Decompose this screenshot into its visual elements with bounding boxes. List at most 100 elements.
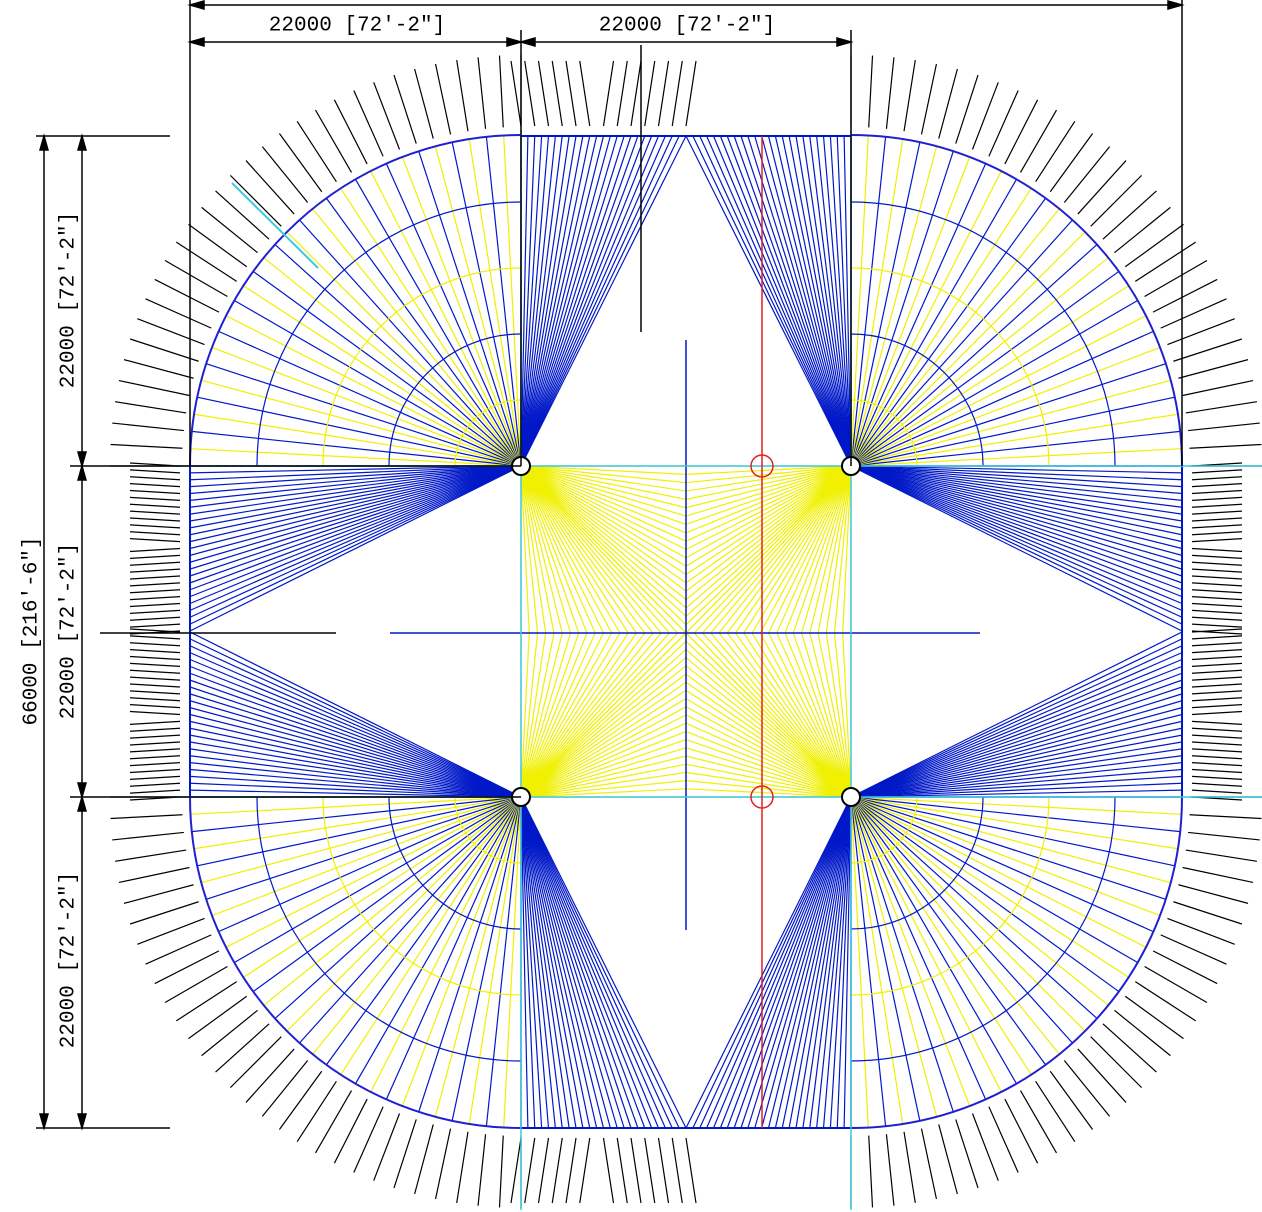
- ray: [685, 465, 852, 609]
- tick: [1178, 359, 1249, 379]
- tick: [1102, 190, 1157, 240]
- ray: [850, 231, 1086, 467]
- tick: [1191, 609, 1243, 614]
- ray: [712, 135, 852, 467]
- ray: [850, 285, 1129, 467]
- tick: [1063, 1060, 1111, 1117]
- ray: [189, 782, 522, 798]
- tick: [1191, 690, 1243, 695]
- ray: [850, 138, 904, 467]
- tick: [1189, 443, 1262, 449]
- ray: [520, 796, 584, 1129]
- ray: [685, 747, 852, 798]
- ray: [520, 135, 577, 467]
- ray: [485, 796, 522, 1127]
- tick: [616, 1137, 628, 1204]
- ray: [850, 136, 887, 467]
- ray: [189, 465, 522, 481]
- tick: [955, 74, 979, 144]
- ray: [520, 465, 596, 634]
- ray: [685, 465, 852, 517]
- ray: [193, 796, 522, 850]
- ray: [520, 796, 632, 1129]
- ray: [685, 465, 852, 475]
- ray: [520, 135, 556, 467]
- ray: [842, 465, 852, 634]
- tick: [333, 99, 368, 165]
- tick: [1114, 206, 1171, 254]
- tick: [1191, 496, 1243, 501]
- tick: [296, 120, 337, 183]
- ray: [252, 270, 522, 467]
- ray: [850, 219, 1073, 467]
- ray: [520, 632, 662, 798]
- ray: [520, 465, 662, 634]
- ring: [850, 399, 918, 467]
- ray: [189, 465, 522, 536]
- ray: [850, 188, 1032, 467]
- tick: [215, 1023, 270, 1073]
- ray: [189, 465, 522, 543]
- ray: [189, 465, 522, 591]
- ray: [685, 722, 852, 798]
- ray: [520, 135, 632, 467]
- ray: [850, 413, 1179, 467]
- tick: [616, 60, 628, 127]
- ray: [520, 796, 570, 1129]
- ray: [850, 796, 1175, 867]
- ray: [520, 632, 687, 798]
- ray: [850, 465, 1183, 605]
- ray: [189, 789, 522, 798]
- tick: [129, 561, 181, 566]
- ray: [520, 465, 687, 517]
- tick: [1185, 401, 1258, 414]
- dimensions: [36, 0, 1185, 1131]
- ray: [520, 465, 605, 634]
- tick: [1124, 995, 1184, 1040]
- ray: [189, 720, 522, 798]
- ray: [692, 135, 852, 467]
- ray: [503, 135, 522, 467]
- ring: [322, 796, 522, 996]
- ring: [256, 796, 522, 1062]
- ray: [718, 465, 852, 634]
- ray: [850, 465, 1183, 501]
- ray: [401, 156, 522, 467]
- ray: [850, 796, 1032, 1075]
- ray: [759, 632, 852, 798]
- ray: [850, 796, 1171, 884]
- tick: [602, 60, 615, 127]
- ray: [726, 632, 852, 798]
- tick: [118, 866, 190, 884]
- ray: [784, 465, 852, 634]
- ray: [234, 796, 522, 964]
- ray: [850, 796, 904, 1125]
- tick: [414, 68, 434, 139]
- tick: [215, 190, 270, 240]
- tick: [434, 1128, 452, 1200]
- ray: [520, 135, 625, 467]
- ray: [712, 796, 852, 1129]
- ray: [850, 363, 1166, 467]
- tick: [1191, 635, 1243, 640]
- ray: [850, 713, 1183, 798]
- ray: [685, 465, 852, 617]
- tick: [1035, 120, 1076, 183]
- ray: [189, 748, 522, 798]
- ray: [850, 796, 1129, 978]
- ray: [685, 465, 852, 576]
- ray: [850, 665, 1183, 798]
- ray: [520, 465, 687, 509]
- ray: [685, 465, 852, 551]
- ray: [520, 465, 687, 576]
- tick: [145, 934, 212, 965]
- tick: [129, 628, 181, 633]
- ray: [850, 796, 1154, 933]
- ray: [206, 796, 522, 900]
- ray: [263, 796, 522, 1006]
- ray: [243, 285, 522, 467]
- ray: [817, 465, 852, 634]
- ray: [850, 796, 1161, 917]
- ray: [816, 796, 852, 1129]
- ray: [751, 465, 852, 634]
